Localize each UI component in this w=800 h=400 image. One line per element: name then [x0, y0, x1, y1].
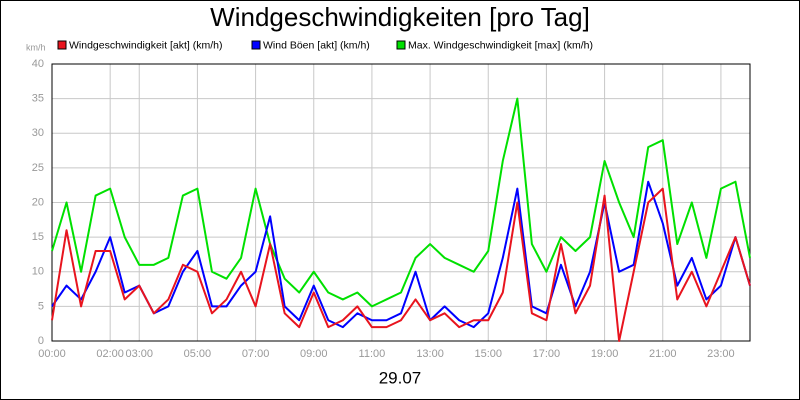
x-tick-label: 09:00 [300, 348, 328, 360]
y-tick-label: 35 [32, 93, 44, 105]
y-tick-label: 30 [32, 127, 44, 139]
x-tick-label: 13:00 [416, 348, 444, 360]
y-tick-label: 10 [32, 266, 44, 278]
y-tick-label: 5 [38, 300, 44, 312]
y-tick-label: 25 [32, 162, 44, 174]
y-unit: km/h [26, 42, 46, 52]
plot-border [51, 63, 751, 342]
y-tick-label: 0 [38, 335, 44, 347]
legend: Windgeschwindigkeit [akt] (km/h) Wind Böe… [57, 39, 593, 51]
x-tick-label: 02:00 [96, 348, 124, 360]
legend-swatch [57, 40, 67, 50]
legend-label: Windgeschwindigkeit [akt] (km/h) [69, 39, 222, 51]
x-tick-label: 03:00 [125, 348, 153, 360]
x-tick-label: 19:00 [591, 348, 619, 360]
x-tick-label: 05:00 [184, 348, 212, 360]
legend-label: Max. Windgeschwindigkeit [max] (km/h) [408, 39, 593, 51]
x-tick-label: 11:00 [359, 348, 386, 360]
legend-label: Wind Böen [akt] (km/h) [263, 39, 370, 51]
chart-title: Windgeschwindigkeiten [pro Tag] [210, 2, 590, 32]
x-tick-label: 15:00 [474, 348, 502, 360]
y-tick-label: 20 [32, 196, 44, 208]
x-tick-label: 21:00 [649, 348, 677, 360]
legend-swatch [396, 40, 406, 50]
legend-swatch [251, 40, 261, 50]
series-line [51, 97, 751, 308]
x-tick-label: 07:00 [242, 348, 270, 360]
x-tick-label: 23:00 [707, 348, 735, 360]
y-tick-label: 15 [32, 231, 44, 243]
x-tick-label: 17:00 [533, 348, 561, 360]
x-label: 29.07 [379, 368, 422, 387]
y-tick-label: 40 [32, 58, 44, 70]
series-line [51, 187, 751, 342]
series-line [51, 180, 751, 329]
x-tick-label: 00:00 [38, 348, 66, 360]
